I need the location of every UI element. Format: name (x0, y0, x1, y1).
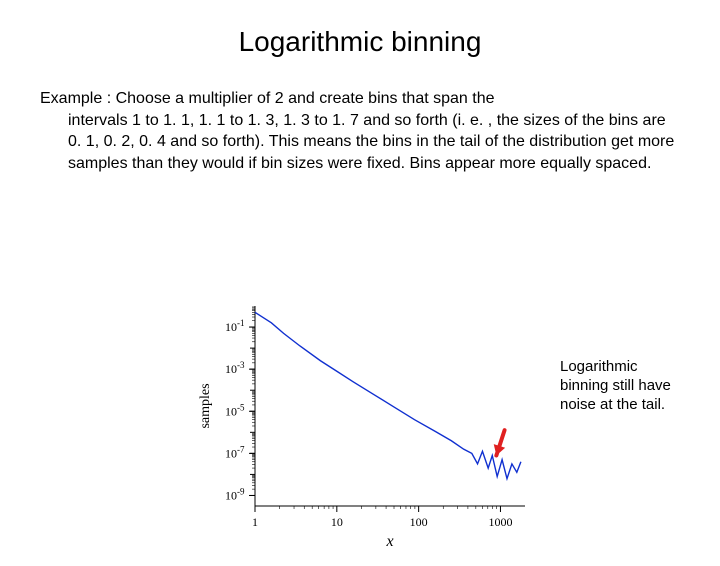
svg-text:1: 1 (252, 515, 258, 529)
chart-annotation: Logarithmic binning still have noise at … (560, 358, 680, 414)
svg-text:10-7: 10-7 (225, 444, 245, 460)
paragraph-rest: intervals 1 to 1. 1, 1. 1 to 1. 3, 1. 3 … (40, 110, 680, 175)
svg-text:100: 100 (410, 515, 428, 529)
svg-text:10-3: 10-3 (225, 360, 245, 376)
svg-text:10-5: 10-5 (225, 402, 245, 418)
example-paragraph: Example : Choose a multiplier of 2 and c… (0, 88, 720, 174)
log-binning-chart: 10-110-310-510-710-91101001000xsamples (195, 296, 535, 546)
paragraph-lead: Example : Choose a multiplier of 2 and c… (40, 90, 494, 107)
svg-text:10: 10 (331, 515, 343, 529)
svg-text:1000: 1000 (488, 515, 512, 529)
svg-text:10-1: 10-1 (225, 318, 245, 334)
page-title: Logarithmic binning (0, 26, 720, 58)
svg-text:10-9: 10-9 (225, 486, 245, 502)
svg-text:samples: samples (198, 383, 213, 428)
